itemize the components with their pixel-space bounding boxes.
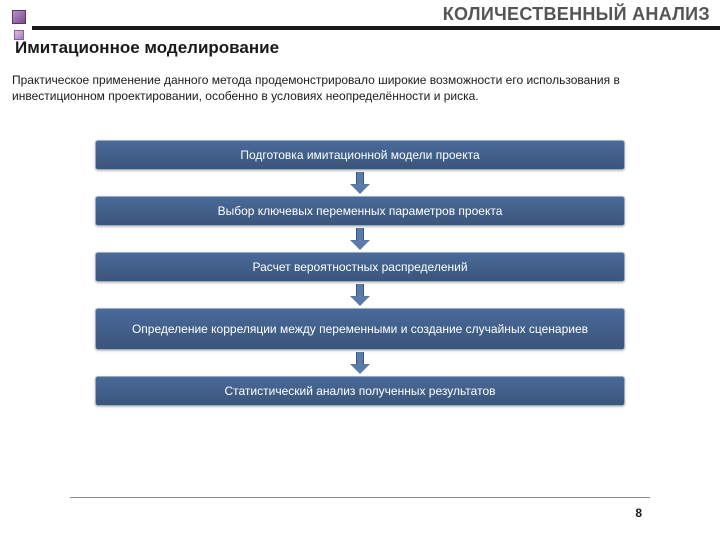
section-title: Имитационное моделирование bbox=[15, 38, 279, 58]
bullet-decoration bbox=[12, 10, 26, 40]
flow-node-5: Статистический анализ полученных результ… bbox=[95, 376, 625, 406]
flow-node-2: Выбор ключевых переменных параметров про… bbox=[95, 196, 625, 226]
header-rule bbox=[32, 26, 720, 30]
body-text: Практическое применение данного метода п… bbox=[12, 72, 708, 104]
flow-arrow-icon bbox=[350, 170, 370, 196]
page-number: 8 bbox=[635, 506, 642, 520]
flow-node-1: Подготовка имитационной модели проекта bbox=[95, 140, 625, 170]
bullet-main-icon bbox=[12, 10, 26, 24]
flow-node-3: Расчет вероятностных распределений bbox=[95, 252, 625, 282]
flow-arrow-icon bbox=[350, 282, 370, 308]
footer-rule bbox=[70, 497, 650, 498]
slide-title: КОЛИЧЕСТВЕННЫЙ АНАЛИЗ bbox=[443, 4, 710, 25]
flowchart: Подготовка имитационной модели проекта В… bbox=[95, 140, 625, 406]
flow-node-4: Определение корреляции между переменными… bbox=[95, 308, 625, 350]
flow-arrow-icon bbox=[350, 226, 370, 252]
flow-arrow-icon bbox=[350, 350, 370, 376]
